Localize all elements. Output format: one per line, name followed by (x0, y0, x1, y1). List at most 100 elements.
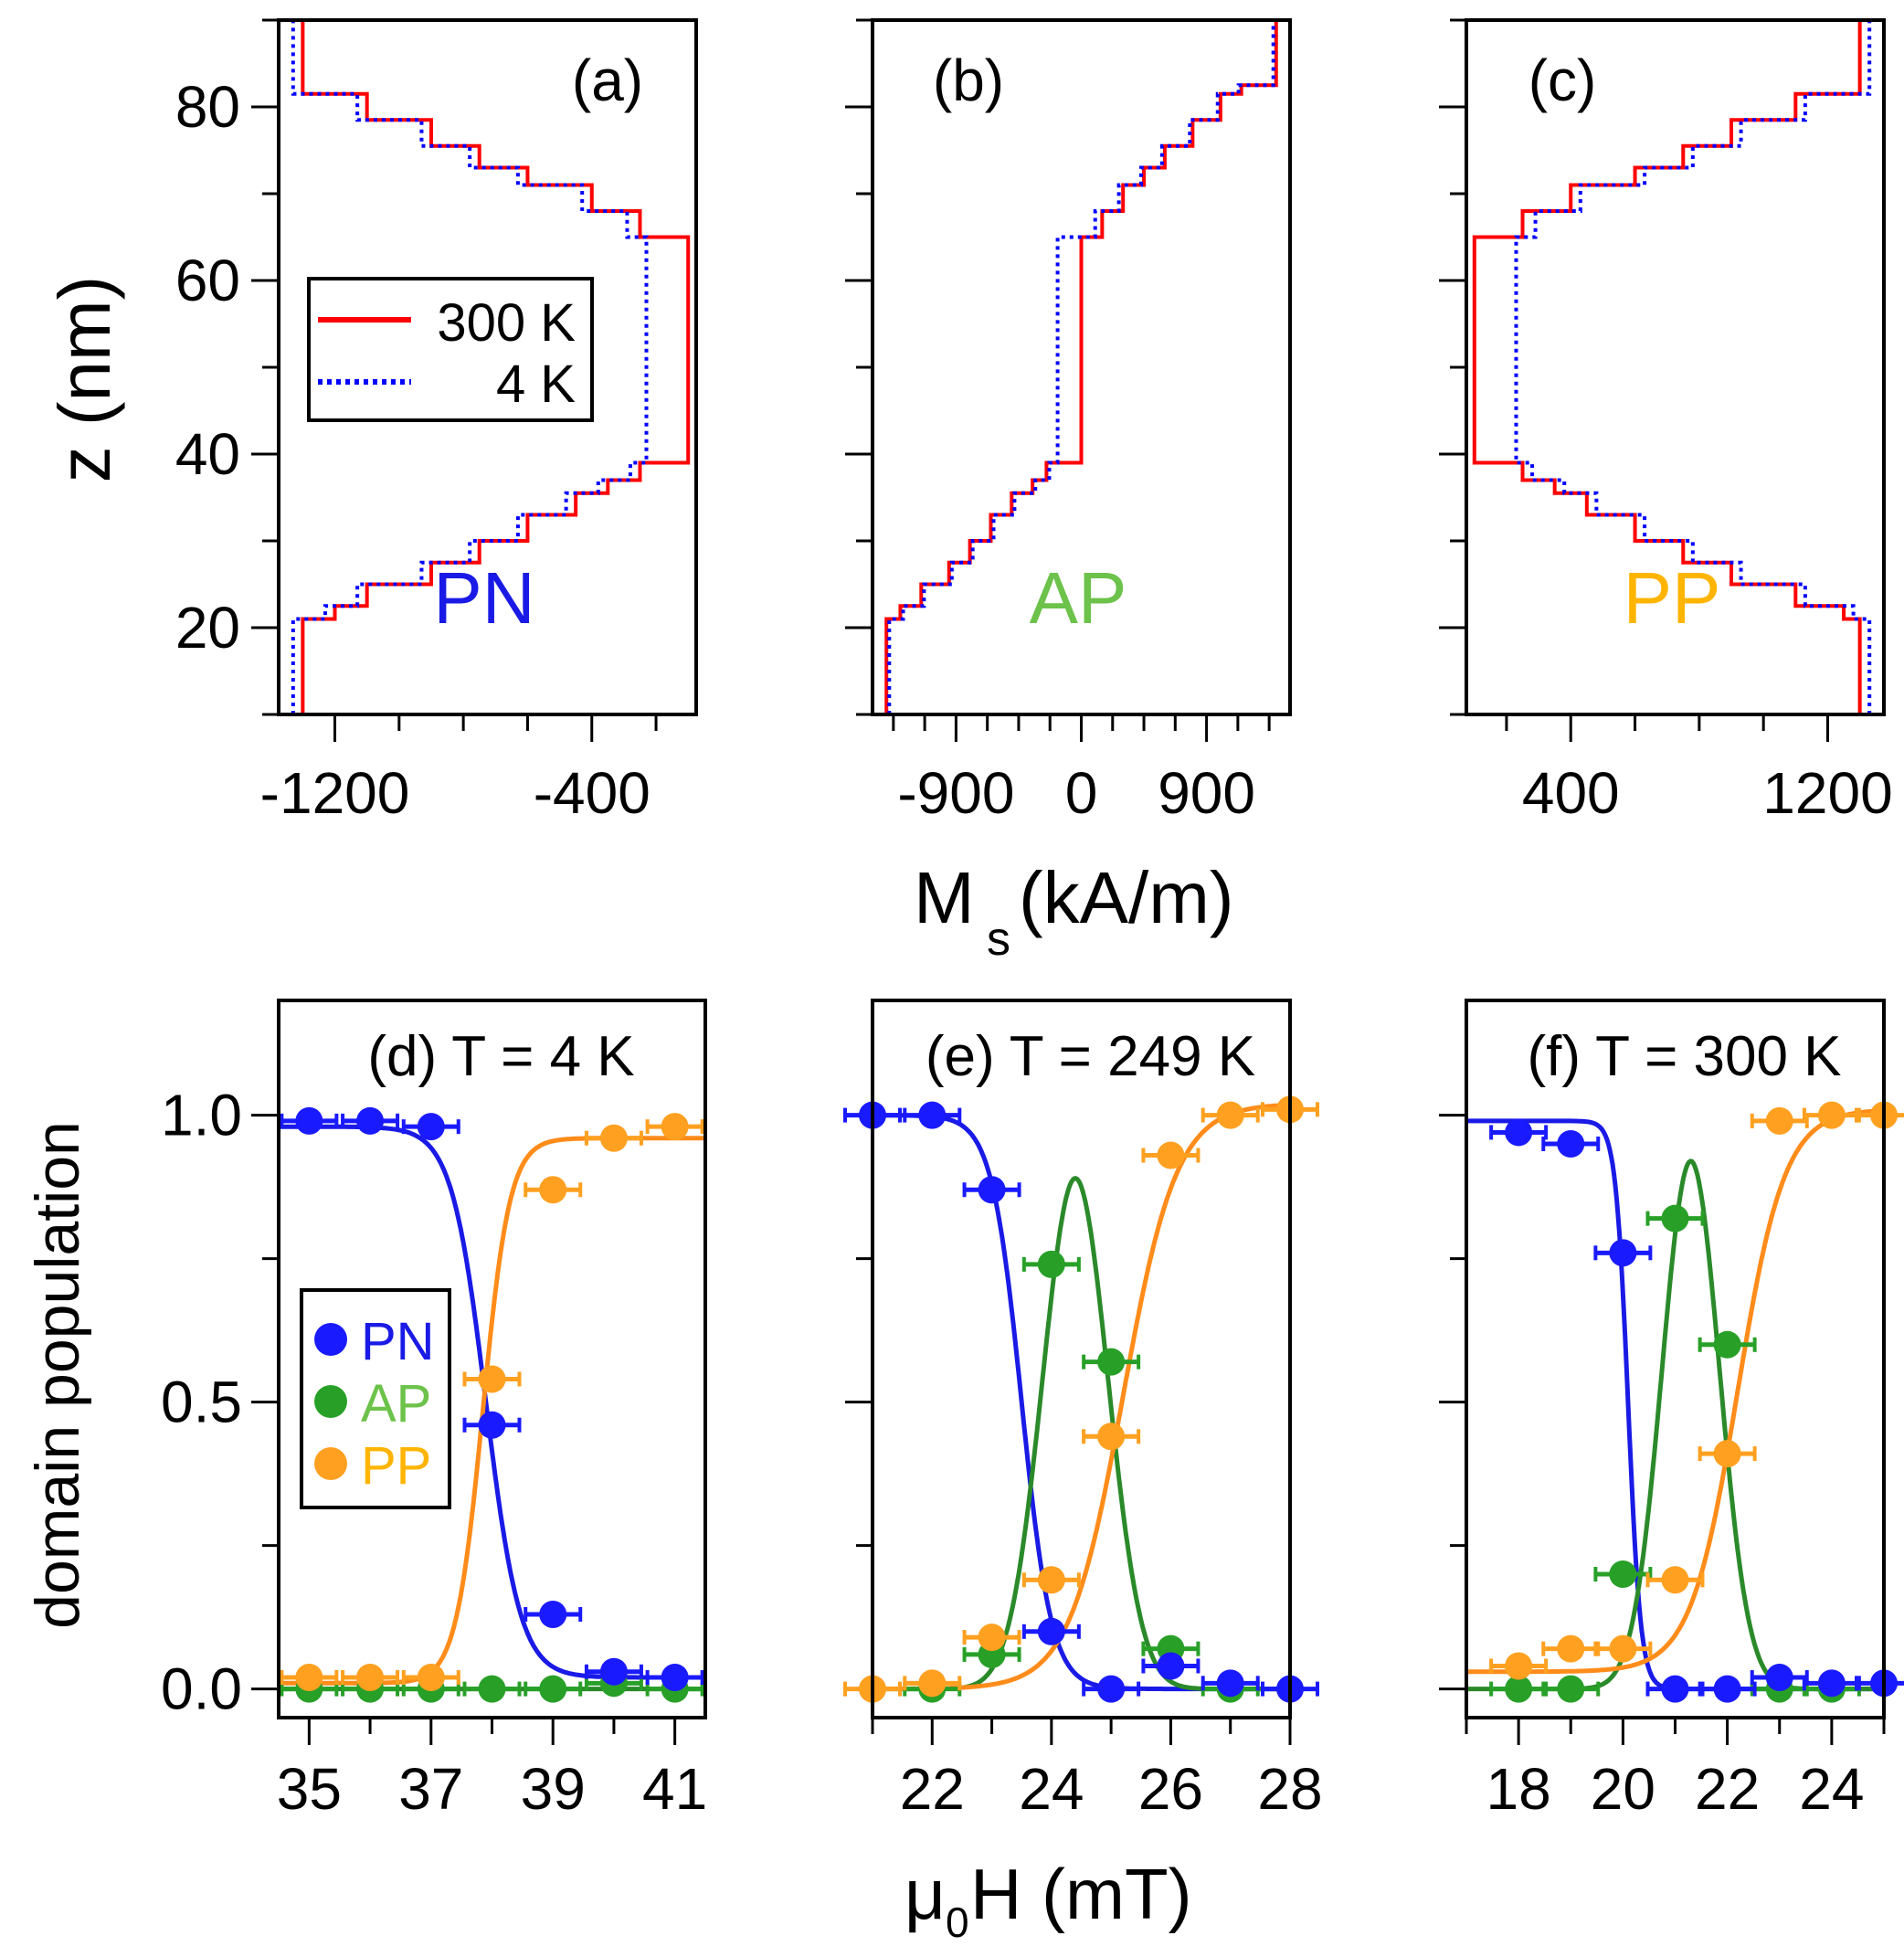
marker-pp (1097, 1423, 1126, 1451)
legend-pn-marker (314, 1323, 347, 1356)
marker-ap (478, 1675, 506, 1703)
x-tick-label: 22 (900, 1756, 965, 1822)
data-point-ap (462, 1675, 522, 1703)
x-axis-title-top: M (914, 857, 975, 938)
config-label: PN (433, 557, 534, 639)
x-tick-label: -1200 (260, 760, 410, 826)
marker-pn (356, 1106, 385, 1135)
x-tick-label: 26 (1138, 1756, 1203, 1822)
plot-frame (277, 18, 698, 716)
marker-pp (1216, 1101, 1244, 1129)
marker-ap (1661, 1204, 1689, 1232)
x-tick-label: 24 (1019, 1756, 1084, 1822)
legend-temperature: 300 K4 K (307, 277, 594, 422)
data-point-ap (1021, 1250, 1081, 1278)
data-point-pn (280, 1106, 339, 1135)
data-point-pn (1201, 1669, 1260, 1698)
y-tick-label: 80 (175, 74, 240, 140)
data-point-pp (1593, 1634, 1653, 1663)
marker-ap (539, 1675, 567, 1703)
marker-pn (918, 1101, 947, 1129)
data-point-pn (341, 1106, 400, 1135)
data-point-pp (1141, 1141, 1201, 1169)
x-tick-label: 37 (398, 1756, 463, 1822)
data-point-ap (524, 1675, 583, 1703)
marker-pp (295, 1664, 323, 1692)
data-point-pp (524, 1176, 583, 1204)
legend-4k-label: 4 K (496, 354, 576, 414)
data-point-pp (1541, 1634, 1601, 1663)
legend-ap-label: AP (361, 1374, 431, 1433)
marker-pp (539, 1176, 567, 1204)
marker-pn (1713, 1675, 1741, 1703)
data-point-pp (1021, 1566, 1081, 1594)
data-point-ap (962, 1640, 1021, 1668)
legend-pp-marker (314, 1447, 347, 1480)
y-tick-label: 40 (175, 421, 240, 487)
panel-c: 400 1200 (c) PP (1439, 18, 1893, 826)
data-point-pn (1802, 1669, 1861, 1698)
y-axis-title-top: z (nm) (44, 276, 125, 483)
marker-ap (1609, 1560, 1637, 1588)
x-tick-label: 20 (1591, 1756, 1655, 1822)
marker-pn (599, 1657, 628, 1686)
x-axis-title-bottom-pre: μ (904, 1854, 946, 1934)
marker-ap (1557, 1675, 1585, 1703)
data-point-pp (1698, 1440, 1757, 1468)
data-point-pp (903, 1669, 962, 1698)
marker-ap (1097, 1348, 1126, 1376)
fit-pn-line (873, 1113, 1290, 1692)
x-tick-label: 0 (1065, 760, 1098, 826)
marker-pp (1817, 1101, 1846, 1129)
legend-pn-label: PN (361, 1312, 435, 1371)
x-tick-label: 18 (1486, 1756, 1551, 1822)
data-point-pp (1645, 1566, 1705, 1594)
marker-pn (1765, 1664, 1793, 1692)
marker-pp (356, 1664, 385, 1692)
data-point-pp (462, 1365, 522, 1393)
marker-pp (1505, 1652, 1533, 1680)
fit-pp-line (1466, 1108, 1884, 1675)
marker-pp (661, 1113, 689, 1141)
marker-pn (978, 1176, 1006, 1204)
marker-pp (417, 1664, 445, 1692)
data-point-pp (645, 1113, 704, 1141)
x-tick-label: 24 (1799, 1756, 1864, 1822)
plot-frame (277, 999, 707, 1719)
data-point-pn (903, 1101, 962, 1129)
x-tick-label: 28 (1257, 1756, 1322, 1822)
y-tick-label: 20 (175, 595, 240, 661)
x-tick-label: 35 (277, 1756, 342, 1822)
panel-e: 22 24 26 28 (e) T = 249 K (843, 999, 1323, 1822)
legend-pp-label: PP (361, 1436, 431, 1496)
legend-300k-label: 300 K (437, 293, 576, 353)
x-axis-title-bottom-sub: 0 (946, 1899, 969, 1946)
marker-pp (1157, 1141, 1185, 1169)
data-point-pp (280, 1664, 339, 1692)
series-4k-line (887, 20, 1275, 714)
data-point-pp (1082, 1423, 1141, 1451)
x-tick-label: 39 (521, 1756, 586, 1822)
panel-label: (e) T = 249 K (926, 1025, 1255, 1088)
plot-frame (871, 999, 1292, 1719)
marker-pn (1609, 1239, 1637, 1267)
data-point-pn (401, 1113, 460, 1141)
marker-pp (918, 1669, 947, 1698)
data-point-pp (962, 1624, 1021, 1652)
data-point-pn (1082, 1675, 1141, 1703)
marker-pn (1097, 1675, 1126, 1703)
data-point-pp (1750, 1106, 1809, 1135)
panel-label: (a) (572, 48, 643, 113)
data-point-pp (1201, 1101, 1260, 1129)
data-point-pn (645, 1664, 704, 1692)
x-tick-label: 400 (1522, 760, 1620, 826)
y-tick-label: 1.0 (161, 1083, 242, 1148)
data-point-pn (962, 1176, 1021, 1204)
marker-pn (295, 1106, 323, 1135)
panel-label: (b) (933, 48, 1004, 113)
y-tick-label: 0.5 (161, 1370, 242, 1435)
data-point-ap (1645, 1204, 1705, 1232)
data-point-ap (1698, 1330, 1757, 1359)
